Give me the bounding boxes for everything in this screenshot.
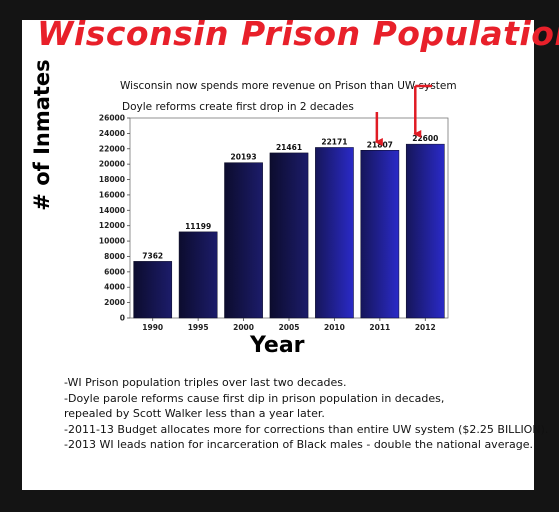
note-item: -WI Prison population triples over last … [64,376,347,389]
bar-1990 [133,261,173,319]
annotation-spending: Wisconsin now spends more revenue on Pri… [120,80,457,92]
y-tick-label: 12000 [99,221,125,230]
y-tick-label: 26000 [99,114,125,123]
y-tick-label: 24000 [99,129,125,138]
data-label: 20193 [231,153,257,162]
note-item: -Doyle parole reforms cause first dip in… [64,391,445,405]
bar-1995 [178,231,218,319]
notes-list: -WI Prison population triples over last … [64,375,549,453]
y-tick-label: 18000 [99,175,125,184]
y-tick-label: 20000 [99,160,125,169]
data-label: 21807 [367,140,393,149]
y-tick-label: 0 [120,314,125,323]
x-axis-label: Year [250,333,305,358]
x-tick-label: 2010 [324,323,345,332]
x-axis: 1990 1995 2000 2005 2010 2011 2012 [142,318,436,332]
data-label: 7362 [142,251,163,260]
data-label: 22600 [412,134,438,143]
data-label: 22171 [321,137,347,146]
bar-2005 [269,152,309,319]
y-tick-label: 2000 [104,298,125,307]
note-item: repealed by Scott Walker less than a yea… [64,407,325,420]
note-item: -2013 WI leads nation for incarceration … [64,438,533,451]
bar-2012 [405,143,445,319]
bar-2011 [360,150,400,319]
annotation-doyle-reforms: Doyle reforms create first drop in 2 dec… [122,101,354,113]
y-tick-label: 16000 [99,190,125,199]
data-label: 11199 [185,222,211,231]
annotation-arrows [374,84,432,146]
y-axis: 0 2000 4000 6000 8000 10000 12000 14000 16000 180… [99,114,130,323]
x-tick-label: 1990 [142,323,163,332]
y-tick-label: 22000 [99,144,125,153]
y-tick-label: 10000 [99,237,125,246]
x-tick-label: 2000 [233,323,254,332]
y-tick-label: 4000 [104,283,125,292]
x-tick-label: 2005 [279,323,300,332]
y-tick-label: 8000 [104,252,125,261]
x-tick-label: 1995 [188,323,209,332]
data-label: 21461 [276,143,302,152]
x-tick-label: 2011 [369,323,390,332]
bar-2000 [224,162,263,319]
y-tick-label: 6000 [104,267,125,276]
bars: 7362 11199 20193 21461 22171 21807 22600 [133,134,445,319]
y-axis-label: # of Inmates [30,59,54,211]
y-tick-label: 14000 [99,206,125,215]
chart-title: Wisconsin Prison Population [37,14,559,53]
x-tick-label: 2012 [415,323,436,332]
note-item: -2011-13 Budget allocates more for corre… [64,422,549,436]
bar-2010 [315,147,354,319]
